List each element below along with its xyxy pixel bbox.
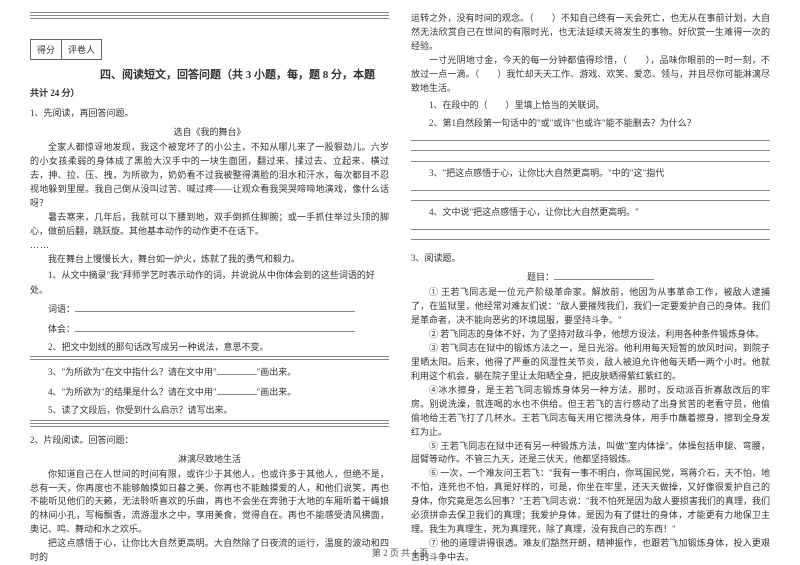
sub-question-1: 1、从文中摘录"我"拜师学艺时表示动作的词，并说说从中你体会到的这些词语的好处。 [30, 268, 389, 297]
answer-line[interactable] [411, 182, 770, 190]
answer-line[interactable] [30, 423, 389, 424]
answer-line[interactable] [30, 359, 389, 360]
score-box-row: 得分 评卷人 [30, 21, 389, 60]
question-1: 1、先阅读，再回答问题。 [30, 106, 389, 119]
sub4-tail: "画出来。 [257, 387, 297, 397]
answer-line[interactable] [411, 153, 770, 161]
paragraph: 全家人都惊讶地发现，我这个被宠坏了的小公主，不知从哪儿来了一股狠劲儿。六岁的小女… [30, 141, 389, 211]
answer-line[interactable] [411, 221, 770, 229]
right-sub-3: 3、"把这点感悟于心，让你比大自然更高明。"中的"这"指代 [411, 166, 770, 180]
score-label: 得分 [31, 40, 62, 59]
paragraph-mid: 一寸光阴地寸金，今天的每一分钟都值得珍惜，（ ），品味你眼前的一时一刻，不放过一… [411, 54, 770, 96]
label-words: 词语： [30, 301, 389, 316]
sub-question-2: 2、把文中划线的那句话改写成另一种说法，意思不变。 [30, 340, 389, 354]
paragraph: 你知道自己在人世间的时间有限，或许少于其他人，也或许多于其他人，但绝不是，总有一… [30, 468, 389, 538]
sub3-text: 3、"为所欲为"在文中指什么？请在文中用" [48, 367, 217, 377]
sub4-text: 4、"为所欲为"的结果是什么？请在文中用" [48, 387, 217, 397]
blank-line [30, 18, 389, 19]
q2-title: 淋漓尽致地生活 [30, 452, 389, 465]
ellipsis: …… [30, 239, 389, 253]
answer-line[interactable] [75, 301, 355, 312]
section-title: 四、阅读短文，回答问题（共 3 小题，每，题 8 分，本题 [30, 66, 389, 82]
left-column: 得分 评卷人 四、阅读短文，回答问题（共 3 小题，每，题 8 分，本题 共计 … [30, 12, 389, 565]
mark-slot[interactable] [217, 364, 257, 375]
q3-title-row: 题目： [411, 269, 770, 284]
label-feel: 体会： [30, 321, 389, 336]
paragraph-top: 运转之外，没有时间的观念。（ ）不知自己终有一天会死亡，也无从在事前计划，大自然… [411, 12, 770, 54]
feel-label: 体会： [48, 324, 75, 334]
answer-line[interactable] [30, 356, 389, 357]
mark-slot[interactable] [217, 384, 257, 395]
right-sub-4: 4、文中说"把这点感悟于心，让你比大自然更高明。" [411, 205, 770, 219]
paragraph: 我在舞台上慢慢长大，舞台如一炉火，炼就了我的勇气和毅力。 [30, 253, 389, 267]
q3-title-label: 题目： [527, 272, 554, 282]
section-title-cont: 共计 24 分） [30, 86, 389, 99]
answer-line[interactable] [411, 193, 770, 201]
answer-line[interactable] [75, 321, 355, 332]
blank-line [30, 15, 389, 16]
sub-question-4: 4、"为所欲为"的结果是什么？请在文中用" "画出来。 [30, 384, 389, 399]
answer-line[interactable] [30, 426, 389, 427]
paragraph: 暑去寒来，几年后，我就可以下腰到地，双手倒抓住脚腕；或一手抓住举过头顶的脚心，做… [30, 211, 389, 239]
excerpt-title: 选自《我的舞台》 [30, 125, 389, 138]
right-column: 运转之外，没有时间的观念。（ ）不知自己终有一天会死亡，也无从在事前计划，大自然… [411, 12, 770, 565]
page-footer: 第 2 页 共 4 页 [0, 546, 800, 559]
q3-para-4: ④冰水擦身，是王若飞同志锻炼身体另一种方法。那时，反动派百折寡敌改后的牢房。别说… [411, 384, 770, 440]
answer-line[interactable] [411, 232, 770, 240]
blank-line [30, 12, 389, 13]
right-sub-2: 2、第1自然段第一句话中的"或"或许"也或许"能不能删去？为什么？ [411, 116, 770, 130]
q3-para-5: ⑤ 王若飞同志在狱中还有另一种锻炼方法，叫做"室内体操"。体操包括申腿、弯腰，屈… [411, 440, 770, 468]
q3-para-3: ③ 若飞同志在狱中的锻炼方法之一，是日光浴。他利用每天短暂的放风时间，到院子里晒… [411, 342, 770, 384]
words-label: 词语： [48, 304, 75, 314]
q3-para-6: ⑥ 一次，一个难友问王若飞："我有一事不明白，你骂国民党，骂蒋介石，天不怕，地不… [411, 467, 770, 537]
right-sub-1: 1、在段中的（ ）里填上恰当的关联词。 [411, 98, 770, 112]
answer-line[interactable] [30, 420, 389, 421]
title-blank[interactable] [554, 269, 654, 280]
sub-question-3: 3、"为所欲为"在文中指什么？请在文中用" "画出来。 [30, 364, 389, 379]
question-3: 3、阅读题。 [411, 251, 770, 264]
grader-label: 评卷人 [62, 40, 101, 59]
score-box: 得分 评卷人 [30, 39, 102, 60]
sub-question-5: 5、读了文段后，你受到什么启示？请写出来。 [30, 403, 389, 417]
q3-para-2: ② 若飞同志的身体不好，为了坚持对敌斗争，他想方设法，利用各种条件锻炼身体。 [411, 328, 770, 342]
answer-line[interactable] [411, 132, 770, 140]
question-2: 2、片段阅读。回答问题： [30, 433, 389, 446]
sub3-tail: "画出来。 [257, 367, 297, 377]
q3-para-1: ① 王若飞同志是一位元产阶级革命家。解放前，他因为从事革命工作，被敌人逮捕了，在… [411, 286, 770, 328]
answer-line[interactable] [411, 143, 770, 151]
